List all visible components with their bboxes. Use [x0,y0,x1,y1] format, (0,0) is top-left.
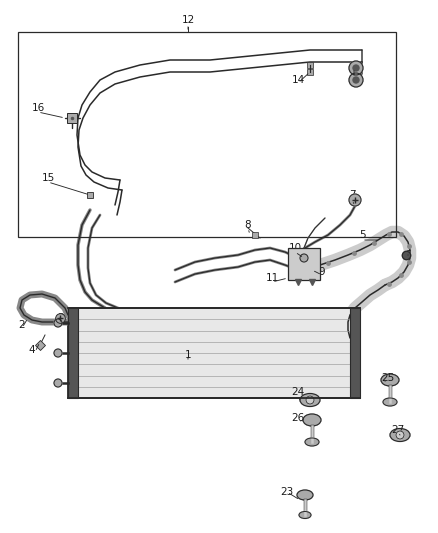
Text: 12: 12 [181,15,194,25]
Text: 9: 9 [319,267,325,277]
Bar [68,308,78,398]
Ellipse shape [383,398,397,406]
Text: 7: 7 [349,190,355,200]
Ellipse shape [305,438,319,446]
Text: 6: 6 [405,250,411,260]
Ellipse shape [390,429,410,441]
Circle shape [300,254,308,262]
Text: 27: 27 [392,425,405,435]
Text: 8: 8 [245,220,251,230]
Circle shape [54,379,62,387]
Ellipse shape [299,512,311,519]
Circle shape [349,194,361,206]
Bar [68,308,360,398]
Ellipse shape [300,393,320,407]
Text: 15: 15 [41,173,55,183]
Text: 5: 5 [359,230,365,240]
Circle shape [396,431,404,439]
Text: 1: 1 [185,350,191,360]
Circle shape [353,77,359,83]
Ellipse shape [381,374,399,386]
Text: 23: 23 [280,487,293,497]
Text: 2: 2 [19,320,25,330]
Circle shape [54,319,62,327]
Text: 25: 25 [381,373,395,383]
Text: 3: 3 [57,313,64,323]
Ellipse shape [297,490,313,500]
Text: 16: 16 [32,103,45,113]
Circle shape [353,65,359,71]
Text: 4: 4 [28,345,35,355]
Ellipse shape [303,414,321,426]
Bar [350,308,360,398]
Circle shape [306,396,314,404]
Text: 10: 10 [289,243,301,253]
Bar [18,32,396,237]
Text: 13: 13 [347,70,360,80]
Circle shape [349,73,363,87]
Circle shape [349,61,363,75]
Text: 24: 24 [291,387,304,397]
Text: 14: 14 [291,75,304,85]
Bar [288,248,320,280]
Bar [350,308,360,398]
Text: 11: 11 [265,273,279,283]
Circle shape [54,349,62,357]
Bar [68,308,78,398]
Text: 26: 26 [291,413,304,423]
